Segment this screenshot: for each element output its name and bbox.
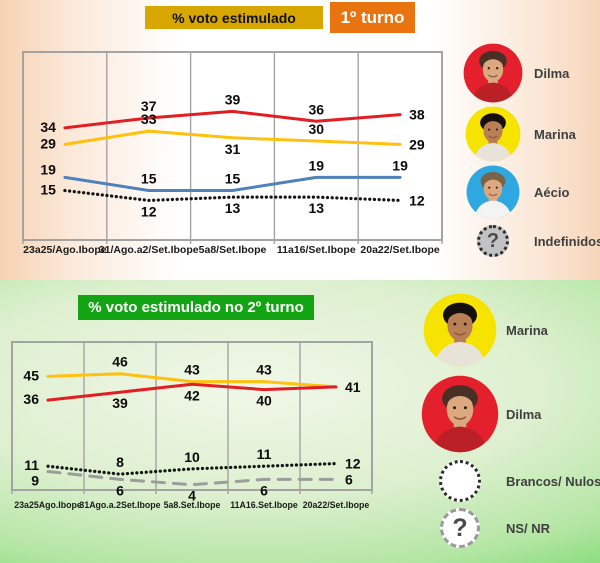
marina-avatar: [418, 293, 502, 367]
data-label: 33: [141, 111, 157, 127]
data-label: 15: [40, 182, 56, 198]
data-label: 43: [256, 362, 272, 378]
data-label: 34: [40, 119, 56, 135]
data-label: 29: [409, 136, 425, 152]
data-label: 15: [225, 171, 241, 187]
legend-label: Dilma: [534, 65, 570, 81]
blank-circle-icon: [439, 460, 481, 502]
series-line-indefinidos: [63, 188, 402, 203]
dilma-avatar: [456, 43, 530, 103]
x-axis-label: 5a8/Set.Ibope: [199, 244, 267, 256]
data-label: 10: [184, 449, 200, 465]
data-label: 11: [24, 457, 39, 473]
x-axis-label: 11A16.Set.Ibope: [230, 500, 298, 510]
data-label: 19: [392, 157, 408, 173]
second-round-section: % voto estimulado no 2º turno 23a25Ago.I…: [0, 280, 600, 563]
data-label: 12: [345, 456, 361, 472]
data-label: 37: [141, 98, 157, 114]
first-round-badge: 1º turno: [330, 2, 415, 33]
first-round-title-badge: % voto estimulado: [145, 6, 323, 29]
data-label: 6: [260, 482, 268, 498]
aecio-avatar: [456, 165, 530, 219]
legend-label: Marina: [534, 126, 576, 142]
x-axis-label: 20a22/Set.Ibope: [303, 500, 370, 510]
plot-border: [22, 51, 443, 241]
data-label: 39: [225, 91, 241, 107]
data-label: 9: [31, 473, 39, 489]
data-label: 39: [112, 395, 128, 411]
data-label: 36: [23, 391, 39, 407]
legend-item-brancos-nulos: Brancos/ Nulos: [418, 460, 600, 502]
data-label: 13: [309, 200, 325, 216]
data-label: 11: [257, 446, 272, 462]
series-line-marina: [46, 372, 338, 389]
marina-avatar: [456, 106, 530, 162]
legend-label: Brancos/ Nulos: [506, 473, 600, 489]
legend-item-aecio: Aécio: [456, 165, 569, 219]
data-label: 6: [116, 482, 124, 498]
data-label: 45: [23, 367, 39, 383]
data-label: 30: [309, 121, 325, 137]
data-label: 12: [141, 203, 157, 219]
plot-border: [11, 341, 373, 491]
data-label: 38: [409, 107, 425, 123]
legend-item-dilma: Dilma: [456, 43, 569, 103]
x-axis-label: 23a25Ago.Ibope: [14, 500, 82, 510]
data-label: 40: [256, 393, 272, 409]
question-mark-icon: ?: [456, 225, 530, 257]
dilma-avatar: [418, 375, 502, 453]
legend-item-dilma: Dilma: [418, 375, 541, 453]
data-label: 36: [309, 101, 325, 117]
legend-item-marina: Marina: [418, 293, 548, 367]
first-round-section: % voto estimulado 1º turno 23a25/Ago.Ibo…: [0, 0, 600, 280]
x-axis-label: 23a25/Ago.Ibope: [23, 244, 107, 256]
legend-label: NS/ NR: [506, 520, 551, 536]
question-mark-icon: ?: [418, 508, 502, 548]
data-label: 6: [345, 471, 353, 487]
x-axis-label: 5a8.Set.Ibope: [164, 500, 221, 510]
data-label: 19: [309, 157, 325, 173]
series-line-ns-nr: [46, 461, 338, 476]
series-line-aecio: [63, 175, 402, 193]
x-axis-label: 11a16/Set.Ibope: [277, 244, 356, 256]
x-axis-label: 31/Ago.a2/Set.Ibope: [99, 244, 199, 256]
data-label: 12: [409, 192, 425, 208]
second-round-title-badge: % voto estimulado no 2º turno: [78, 295, 314, 320]
legend-item-ns-nr: ? NS/ NR: [418, 508, 550, 548]
question-mark-icon: ?: [440, 508, 480, 548]
blank-circle-icon: [418, 460, 502, 502]
data-label: 15: [141, 171, 157, 187]
legend-label: Dilma: [506, 406, 542, 422]
legend-label: Marina: [506, 322, 548, 338]
data-label: 19: [40, 161, 56, 177]
question-mark-icon: ?: [477, 225, 509, 257]
series-line-dilma: [46, 382, 338, 402]
legend-label: Indefinidos: [534, 233, 600, 249]
series-line-dilma: [63, 109, 402, 130]
legend-label: Aécio: [534, 184, 570, 200]
series-line-brancos-nulos: [46, 470, 338, 487]
data-label: 13: [225, 200, 241, 216]
data-label: 4: [188, 488, 196, 504]
x-axis-label: 20a22/Set.Ibope: [360, 244, 440, 256]
data-label: 42: [184, 387, 200, 403]
data-label: 46: [112, 354, 128, 370]
series-line-marina: [63, 129, 402, 146]
data-label: 29: [40, 135, 56, 151]
legend-item-marina: Marina: [456, 106, 576, 162]
data-label: 31: [225, 141, 241, 157]
legend-item-indefinidos: ? Indefinidos: [456, 225, 600, 257]
data-label: 43: [184, 362, 200, 378]
data-label: 8: [116, 454, 124, 470]
x-axis-label: 31Ago.a.2Set.Ibope: [79, 500, 160, 510]
data-label: 41: [345, 379, 361, 395]
